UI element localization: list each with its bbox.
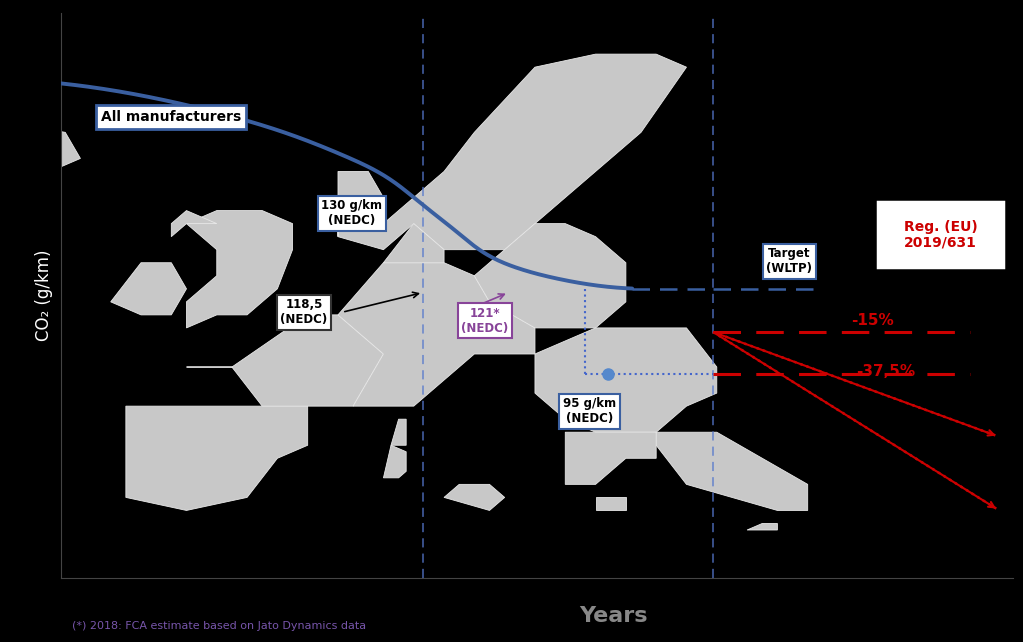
Polygon shape <box>444 484 504 510</box>
Polygon shape <box>338 171 384 237</box>
Text: 130 g/km
(NEDC): 130 g/km (NEDC) <box>321 200 382 227</box>
Polygon shape <box>566 432 656 484</box>
FancyBboxPatch shape <box>875 199 1006 270</box>
Text: All manufacturers: All manufacturers <box>100 110 240 125</box>
Polygon shape <box>535 328 717 432</box>
Polygon shape <box>338 263 535 406</box>
Text: 121*
(NEDC): 121* (NEDC) <box>461 307 508 334</box>
Polygon shape <box>595 498 626 510</box>
Text: Reg. (EU)
2019/631: Reg. (EU) 2019/631 <box>903 220 977 250</box>
Polygon shape <box>475 223 626 328</box>
Y-axis label: CO₂ (g/km): CO₂ (g/km) <box>35 250 53 341</box>
Text: -37,5%: -37,5% <box>856 364 915 379</box>
Text: 118,5
(NEDC): 118,5 (NEDC) <box>280 299 327 326</box>
Polygon shape <box>384 223 444 263</box>
Polygon shape <box>747 523 777 530</box>
Text: Target
(WLTP): Target (WLTP) <box>766 247 812 275</box>
Polygon shape <box>110 263 186 315</box>
Polygon shape <box>391 419 406 446</box>
Text: (*) 2018: FCA estimate based on Jato Dynamics data: (*) 2018: FCA estimate based on Jato Dyn… <box>72 621 366 631</box>
Polygon shape <box>338 54 686 250</box>
Text: 95 g/km
(NEDC): 95 g/km (NEDC) <box>563 397 616 425</box>
Polygon shape <box>384 446 406 478</box>
Text: -15%: -15% <box>851 313 894 328</box>
Text: Years: Years <box>580 606 648 627</box>
Polygon shape <box>186 211 293 328</box>
Polygon shape <box>0 119 81 171</box>
Polygon shape <box>126 406 308 510</box>
Polygon shape <box>171 211 217 237</box>
Polygon shape <box>186 315 384 406</box>
Polygon shape <box>656 432 808 510</box>
